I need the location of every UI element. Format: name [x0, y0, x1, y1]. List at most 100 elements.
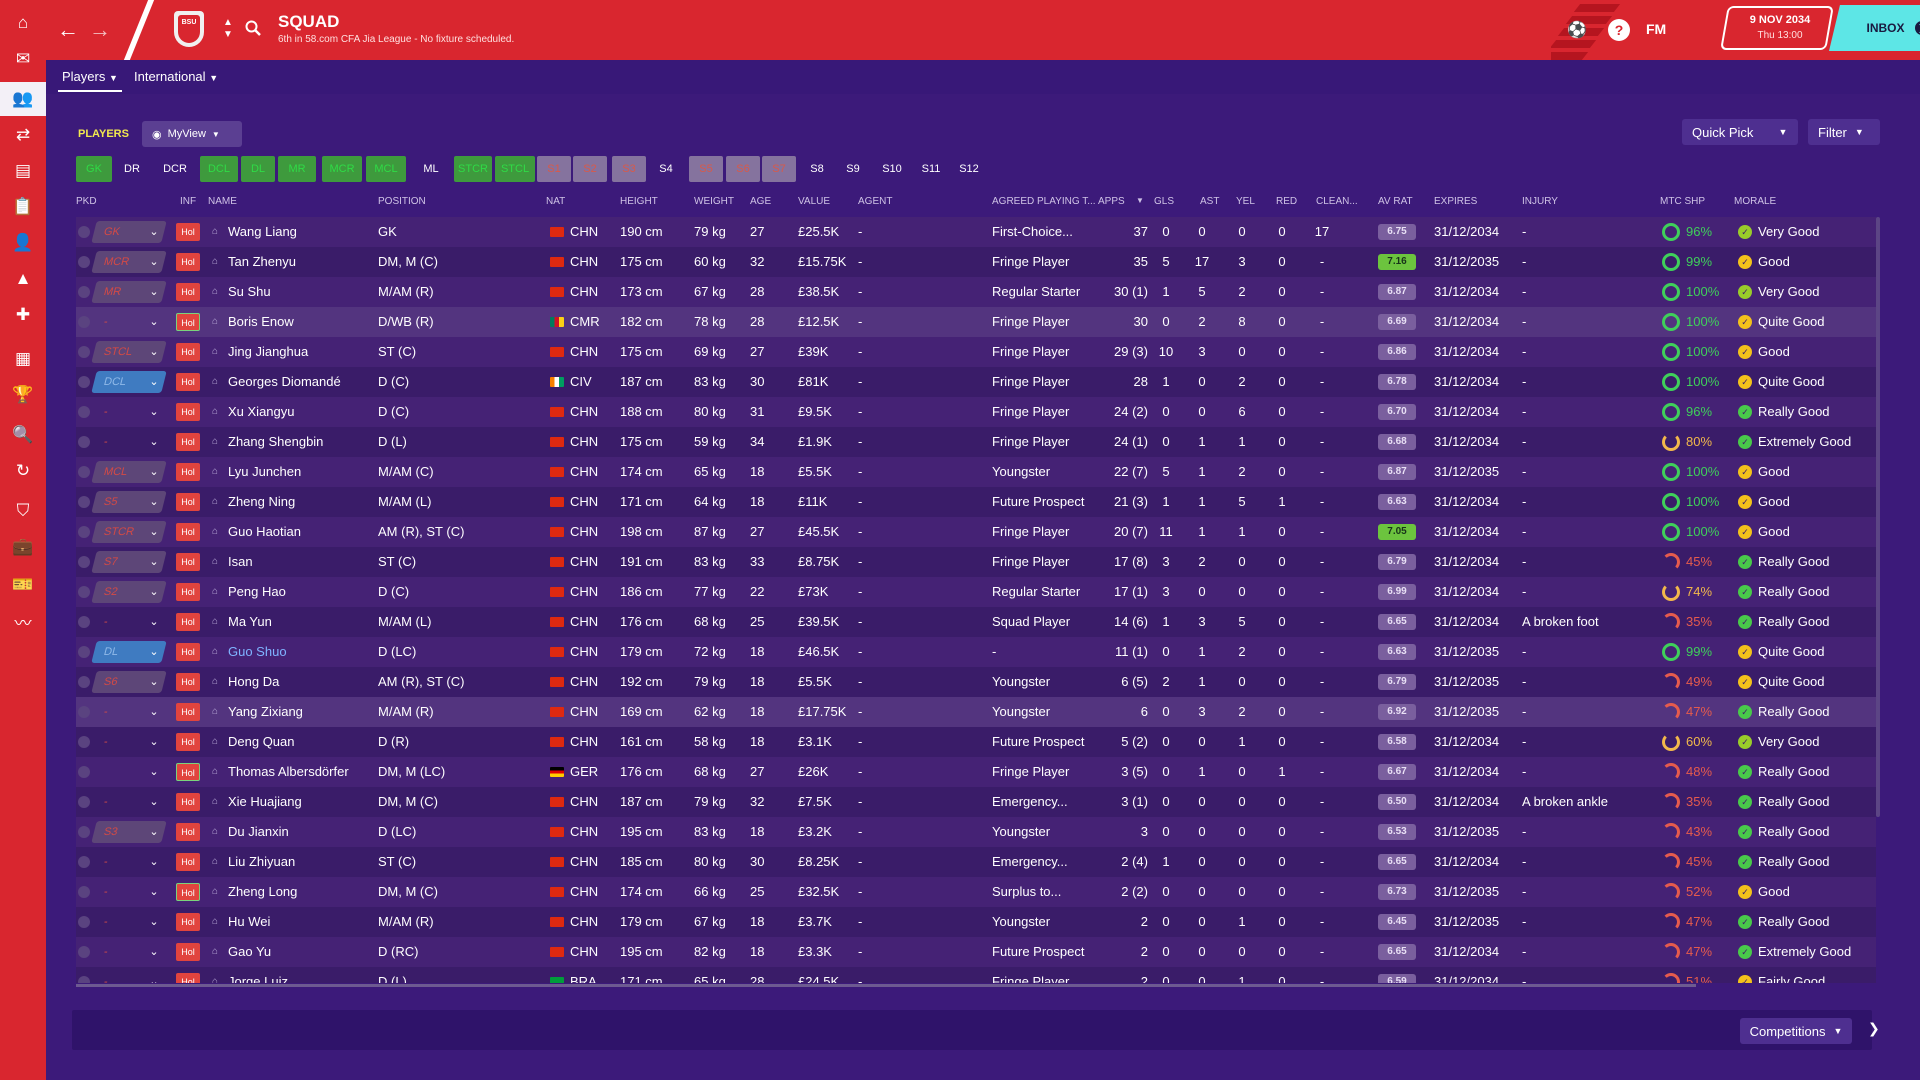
- column-header-weight[interactable]: WEIGHT: [694, 196, 734, 207]
- chevron-down-icon[interactable]: ⌄: [149, 586, 159, 598]
- table-row[interactable]: - ⌄ Hol ⌂ Deng Quan D (R) CHN 161 cm 58 kg 18 £3.1…: [76, 727, 1876, 757]
- table-row[interactable]: - ⌄ Hol ⌂ Boris Enow D/WB (R) CMR 182 cm 78 kg 28…: [76, 307, 1876, 337]
- formation-chip-dcl[interactable]: DCL: [200, 156, 238, 182]
- player-name[interactable]: Su Shu: [228, 284, 271, 299]
- player-name[interactable]: Du Jianxin: [228, 824, 289, 839]
- chevron-right-icon[interactable]: ❯: [1868, 1020, 1880, 1036]
- picked-checkbox[interactable]: [78, 826, 90, 838]
- player-name[interactable]: Zhang Shengbin: [228, 434, 324, 449]
- player-name[interactable]: Jing Jianghua: [228, 344, 309, 359]
- chevron-down-icon[interactable]: ⌄: [149, 466, 159, 478]
- formation-chip-s3[interactable]: S3: [612, 156, 646, 182]
- formation-chip-gk[interactable]: GK: [76, 156, 112, 182]
- formation-chip-s12[interactable]: S12: [959, 163, 979, 175]
- fm-menu-button[interactable]: FM: [1646, 21, 1667, 37]
- picked-checkbox[interactable]: [78, 796, 90, 808]
- picked-checkbox[interactable]: [78, 496, 90, 508]
- inbox-nav-button[interactable]: ✉: [0, 42, 46, 76]
- staff-nav-button[interactable]: 👤: [0, 226, 46, 260]
- table-row[interactable]: - ⌄ Hol ⌂ Jorge Luiz D (L) BRA 171 cm 65 kg 28 £24…: [76, 967, 1876, 983]
- picked-checkbox[interactable]: [78, 766, 90, 778]
- table-row[interactable]: ⌄ Hol ⌂ Thomas Albersdörfer DM, M (LC) GER 176…: [76, 757, 1876, 787]
- chevron-down-icon[interactable]: ⌄: [149, 376, 159, 388]
- competitions-button[interactable]: Competitions ▼: [1740, 1018, 1852, 1044]
- tab-players[interactable]: Players ▼: [62, 69, 118, 84]
- development-nav-button[interactable]: ↻: [0, 454, 46, 488]
- column-header-gls[interactable]: GLS: [1154, 196, 1175, 207]
- player-name[interactable]: Liu Zhiyuan: [228, 854, 296, 869]
- column-header-morale[interactable]: MORALE: [1734, 196, 1777, 207]
- column-header-apps[interactable]: APPS: [1098, 196, 1125, 207]
- formation-chip-ml[interactable]: ML: [423, 163, 439, 175]
- forward-arrow-icon[interactable]: →: [89, 17, 111, 42]
- picked-checkbox[interactable]: [78, 886, 90, 898]
- player-name[interactable]: Thomas Albersdörfer: [228, 764, 349, 779]
- ball-icon[interactable]: ⚽: [1567, 22, 1587, 39]
- tickets-nav-button[interactable]: 🎫: [0, 568, 46, 602]
- club-badge[interactable]: BSU: [174, 11, 204, 47]
- column-header-position[interactable]: POSITION: [378, 196, 426, 207]
- player-name[interactable]: Gao Yu: [228, 944, 272, 959]
- table-row[interactable]: - ⌄ Hol ⌂ Zheng Long DM, M (C) CHN 174 cm 66 kg 2…: [76, 877, 1876, 907]
- picked-checkbox[interactable]: [78, 706, 90, 718]
- picked-checkbox[interactable]: [78, 346, 90, 358]
- table-row[interactable]: DL ⌄ Hol ⌂ Guo Shuo D (LC) CHN 179 cm 72 kg 18 £46…: [76, 637, 1876, 667]
- finances-nav-button[interactable]: 💼: [0, 530, 46, 564]
- squad-nav-button[interactable]: 👥: [0, 82, 46, 116]
- player-name[interactable]: Jorge Luiz: [228, 974, 288, 983]
- player-name[interactable]: Guo Haotian: [228, 524, 301, 539]
- player-name[interactable]: Tan Zhenyu: [228, 254, 296, 269]
- column-header-ast[interactable]: AST: [1200, 196, 1220, 207]
- chevron-down-icon[interactable]: ⌄: [149, 676, 159, 688]
- column-header-height[interactable]: HEIGHT: [620, 196, 658, 207]
- formation-chip-s9[interactable]: S9: [846, 163, 860, 175]
- column-header-age[interactable]: AGE: [750, 196, 772, 207]
- picked-checkbox[interactable]: [78, 466, 90, 478]
- formation-chip-dr[interactable]: DR: [124, 163, 140, 175]
- column-header-pkd[interactable]: PKD: [76, 196, 97, 207]
- chevron-down-icon[interactable]: ⌄: [149, 496, 159, 508]
- column-header-clean[interactable]: CLEAN...: [1316, 196, 1358, 207]
- chevron-down-icon[interactable]: ⌄: [149, 226, 159, 238]
- picked-checkbox[interactable]: [78, 226, 90, 238]
- vertical-scrollbar[interactable]: [1876, 217, 1880, 817]
- formation-chip-s2[interactable]: S2: [573, 156, 607, 182]
- chevron-down-icon[interactable]: ⌄: [149, 886, 159, 898]
- column-header-agreed-playing-t[interactable]: AGREED PLAYING T...: [992, 196, 1096, 207]
- table-row[interactable]: STCR ⌄ Hol ⌂ Guo Haotian AM (R), ST (C) CHN 198…: [76, 517, 1876, 547]
- table-row[interactable]: - ⌄ Hol ⌂ Xie Huajiang DM, M (C) CHN 187 cm 79 k…: [76, 787, 1876, 817]
- picked-checkbox[interactable]: [78, 316, 90, 328]
- picked-checkbox[interactable]: [78, 676, 90, 688]
- picked-checkbox[interactable]: [78, 856, 90, 868]
- tactics-nav-button[interactable]: 📋: [0, 190, 46, 224]
- column-header-inf[interactable]: INF: [180, 196, 197, 207]
- inbox-button[interactable]: INBOX ❯: [1829, 5, 1920, 51]
- formation-chip-s6[interactable]: S6: [726, 156, 760, 182]
- picked-checkbox[interactable]: [78, 526, 90, 538]
- table-row[interactable]: - ⌄ Hol ⌂ Gao Yu D (RC) CHN 195 cm 82 kg 18 £3.3K -…: [76, 937, 1876, 967]
- training-nav-button[interactable]: ▲: [0, 262, 46, 296]
- formation-chip-s1[interactable]: S1: [537, 156, 571, 182]
- picked-checkbox[interactable]: [78, 406, 90, 418]
- formation-chip-mcr[interactable]: MCR: [322, 156, 362, 182]
- column-header-nat[interactable]: NAT: [546, 196, 566, 207]
- chevron-down-icon[interactable]: ⌄: [149, 856, 159, 868]
- table-row[interactable]: MCR ⌄ Hol ⌂ Tan Zhenyu DM, M (C) CHN 175 cm 60 k…: [76, 247, 1876, 277]
- table-row[interactable]: - ⌄ Hol ⌂ Hu Wei M/AM (R) CHN 179 cm 67 kg 18 £3.7…: [76, 907, 1876, 937]
- picked-checkbox[interactable]: [78, 976, 90, 983]
- picked-checkbox[interactable]: [78, 736, 90, 748]
- chevron-down-icon[interactable]: ⌄: [149, 406, 159, 418]
- table-row[interactable]: - ⌄ Hol ⌂ Zhang Shengbin D (L) CHN 175 cm 59 kg 3…: [76, 427, 1876, 457]
- formation-chip-mcl[interactable]: MCL: [366, 156, 406, 182]
- chevron-down-icon[interactable]: ⌄: [149, 286, 159, 298]
- formation-chip-dl[interactable]: DL: [241, 156, 275, 182]
- data-hub-nav-button[interactable]: 〰: [0, 604, 46, 638]
- picked-checkbox[interactable]: [78, 646, 90, 658]
- column-header-injury[interactable]: INJURY: [1522, 196, 1558, 207]
- view-selector[interactable]: ◉ MyView ▼: [142, 121, 242, 147]
- dynamics-nav-button[interactable]: ▤: [0, 154, 46, 188]
- picked-checkbox[interactable]: [78, 436, 90, 448]
- table-row[interactable]: S7 ⌄ Hol ⌂ Isan ST (C) CHN 191 cm 83 kg 33 £8.75K -…: [76, 547, 1876, 577]
- player-name[interactable]: Xu Xiangyu: [228, 404, 295, 419]
- tab-international[interactable]: International ▼: [134, 69, 218, 84]
